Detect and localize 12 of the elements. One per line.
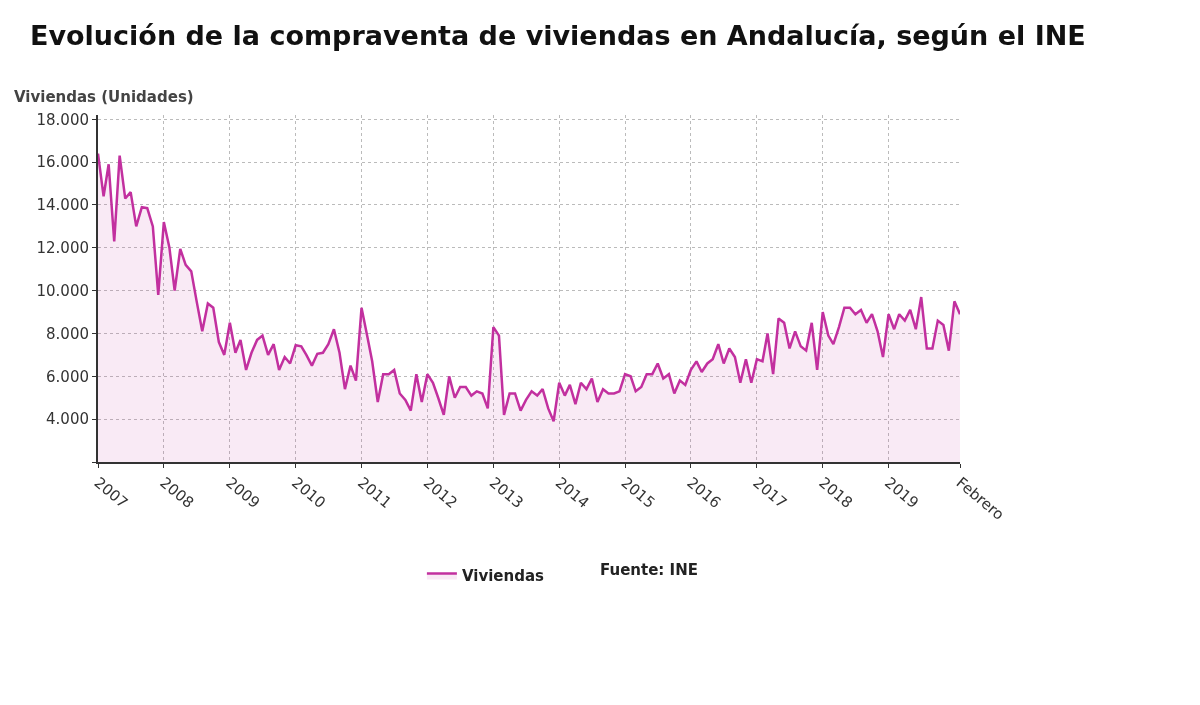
y-tick-label: 6.000 — [46, 367, 89, 386]
y-tick-label: 14.000 — [36, 196, 89, 215]
y-tick-label: 4.000 — [46, 410, 89, 429]
legend-label: Viviendas — [461, 567, 545, 586]
y-tick-label: 8.000 — [46, 324, 89, 343]
chart-title: Evolución de la compraventa de viviendas en Andalucía, según el INE — [30, 19, 1086, 51]
y-tick-label: 18.000 — [36, 110, 89, 129]
y-axis-title: Viviendas (Unidades) — [14, 88, 194, 106]
y-tick-label: 16.000 — [36, 153, 89, 172]
source-note: Fuente: INE — [600, 561, 698, 579]
y-tick-label: 10.000 — [36, 281, 89, 300]
y-tick-label: 12.000 — [36, 239, 89, 258]
